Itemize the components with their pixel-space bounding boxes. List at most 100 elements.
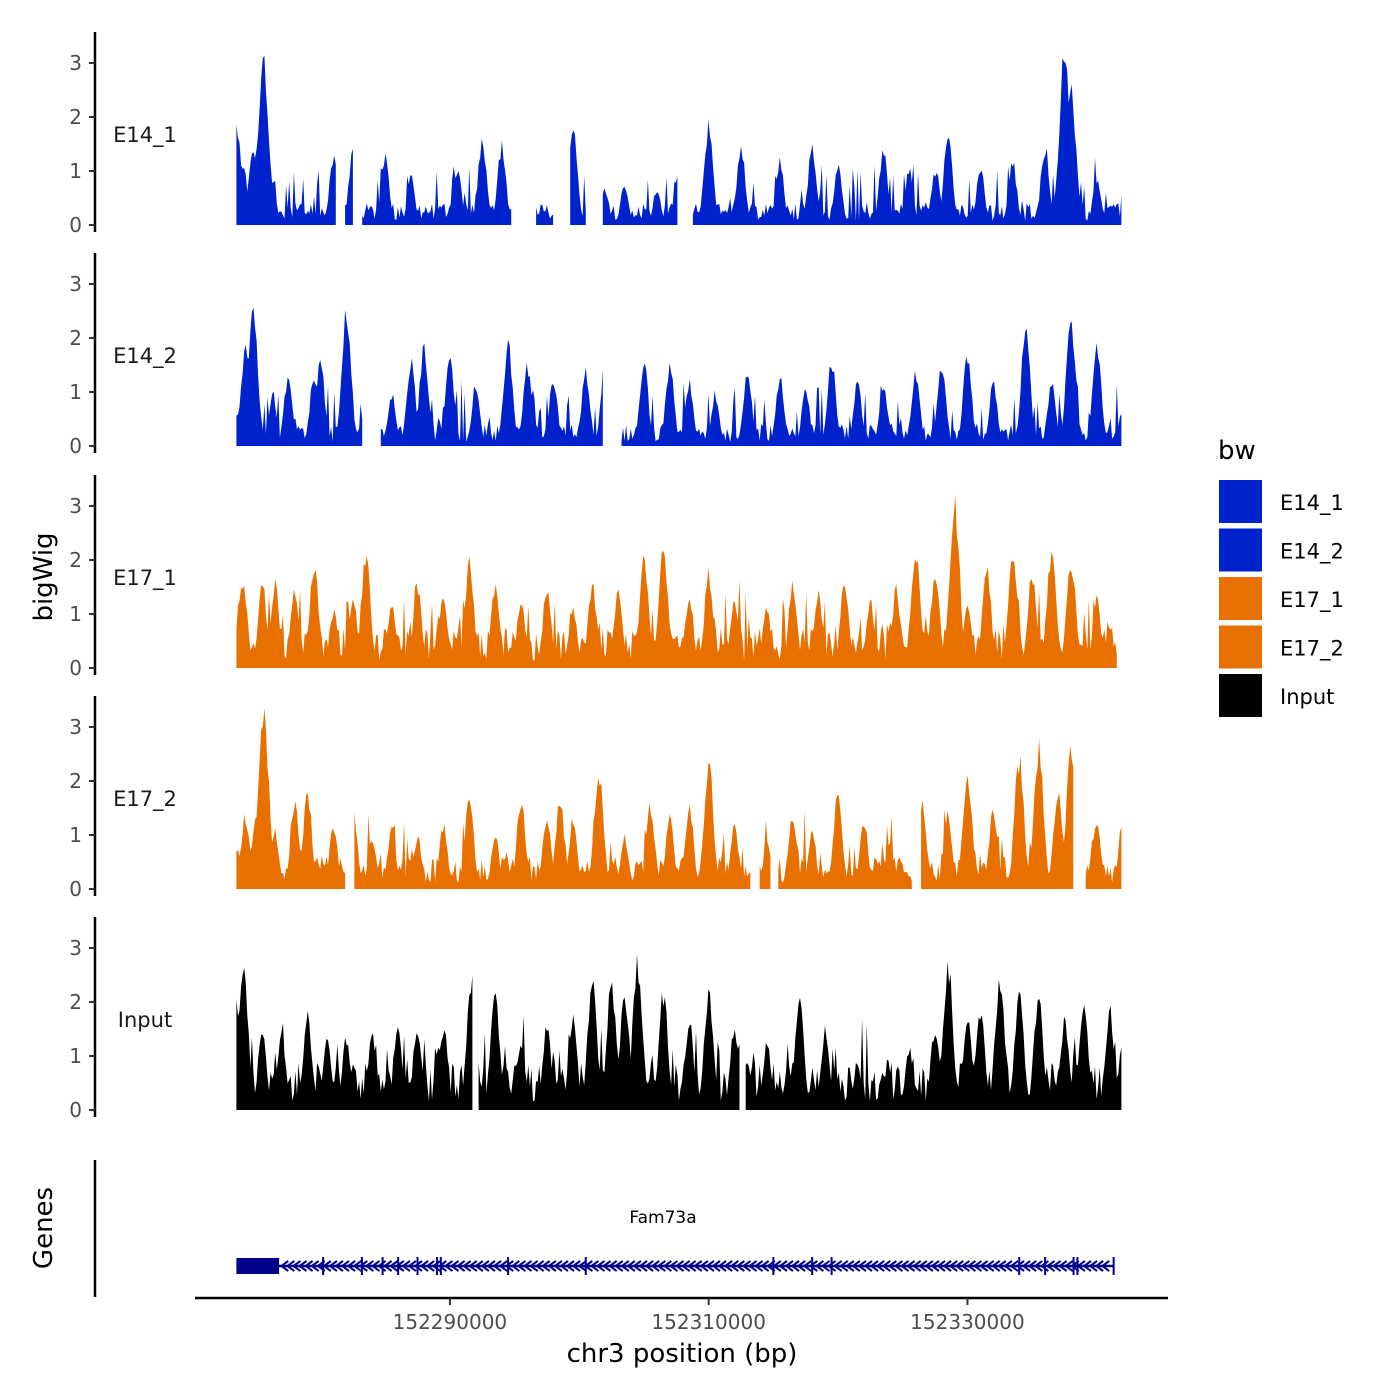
strand-arrow <box>924 1260 934 1272</box>
signal-area-segment <box>236 55 336 226</box>
signal-area-segment <box>236 708 346 889</box>
strand-arrow <box>766 1260 776 1272</box>
strand-arrow <box>316 1260 326 1272</box>
signal-area-segment <box>536 204 554 225</box>
strand-arrow <box>662 1260 672 1272</box>
x-axis: 152290000 152310000 152330000 <box>195 1296 1168 1334</box>
genes-axis-title: Genes <box>29 1187 59 1269</box>
strand-arrow <box>978 1260 989 1272</box>
track-e14-2: 0 1 2 3 E14_2 <box>69 253 1122 458</box>
y-tick-label: 2 <box>69 326 82 350</box>
y-tick-label: 0 <box>69 1098 82 1122</box>
y-tick-label: 0 <box>69 877 82 901</box>
strand-arrow <box>376 1260 387 1272</box>
track-label: E14_2 <box>113 344 177 369</box>
strand-arrow <box>832 1260 843 1272</box>
strand-arrow <box>778 1260 788 1272</box>
x-tick-label: 152310000 <box>651 1310 766 1334</box>
strand-arrow <box>370 1260 381 1272</box>
strand-arrow <box>297 1260 308 1272</box>
strand-arrow <box>954 1260 964 1272</box>
legend-swatch <box>1219 577 1262 620</box>
y-tick-label: 3 <box>69 494 82 518</box>
strand-arrow <box>498 1260 508 1272</box>
strand-arrow <box>1094 1260 1104 1272</box>
strand-arrow <box>340 1260 350 1272</box>
strand-arrow <box>492 1260 502 1272</box>
strand-arrow <box>425 1260 435 1272</box>
strand-arrow <box>541 1260 551 1272</box>
legend-swatch <box>1219 528 1262 572</box>
signal-area-segment <box>921 738 1074 889</box>
strand-arrow <box>893 1260 904 1272</box>
track-e17-2: 0 1 2 3 E17_2 <box>69 696 1122 901</box>
strand-arrow <box>1100 1260 1110 1272</box>
strand-arrow <box>966 1260 977 1272</box>
legend: E14_1 E14_2 E17_1 E17_2 Input <box>1219 480 1344 717</box>
strand-arrow <box>984 1260 995 1272</box>
y-tick-label: 1 <box>69 602 82 626</box>
strand-arrow <box>881 1260 891 1272</box>
strand-arrow <box>723 1260 733 1272</box>
signal-area-segment <box>362 138 512 225</box>
strand-arrow <box>1057 1260 1068 1272</box>
strand-arrow <box>747 1260 758 1272</box>
strand-arrow <box>656 1260 666 1272</box>
strand-arrow <box>601 1260 612 1272</box>
signal-area-segment <box>602 176 678 225</box>
signal-area-segment <box>236 494 1117 668</box>
strand-arrow <box>808 1260 818 1272</box>
strand-arrow <box>352 1260 362 1272</box>
strand-arrow <box>650 1260 660 1272</box>
strand-arrow <box>395 1260 405 1272</box>
y-tick-label: 1 <box>69 380 82 404</box>
strand-arrow <box>364 1260 374 1272</box>
strand-arrow <box>346 1260 356 1272</box>
strand-arrow <box>358 1260 368 1272</box>
strand-arrow <box>960 1260 970 1272</box>
signal-area-segment <box>759 820 771 889</box>
strand-arrow <box>930 1260 940 1272</box>
strand-arrow <box>285 1260 295 1272</box>
signal-area-segment <box>380 339 603 446</box>
strand-arrow <box>942 1260 952 1272</box>
strand-arrow <box>334 1260 344 1272</box>
strand-arrow <box>419 1260 429 1272</box>
gene-label: Fam73a <box>629 1208 696 1228</box>
strand-arrow <box>571 1260 581 1272</box>
strand-arrow <box>790 1260 800 1272</box>
strand-arrow <box>522 1260 533 1272</box>
y-tick-label: 1 <box>69 1044 82 1068</box>
strand-arrow <box>407 1260 417 1272</box>
strand-arrow <box>1021 1260 1031 1272</box>
strand-arrow <box>918 1260 928 1272</box>
strand-arrow <box>741 1260 752 1272</box>
strand-arrow <box>1051 1260 1062 1272</box>
signal-area-segment <box>345 148 353 225</box>
strand-arrow <box>936 1260 946 1272</box>
y-tick-label: 2 <box>69 990 82 1014</box>
strand-arrow <box>620 1260 630 1272</box>
track-label: E17_2 <box>113 787 177 812</box>
legend-label: E14_1 <box>1280 491 1344 516</box>
signal-area-segment <box>236 967 473 1110</box>
x-axis-title: chr3 position (bp) <box>567 1339 798 1369</box>
strand-arrow <box>875 1260 885 1272</box>
track-e17-1: 0 1 2 3 E17_1 <box>69 475 1117 680</box>
y-tick-label: 3 <box>69 936 82 960</box>
legend-label: Input <box>1280 685 1334 709</box>
strand-arrow <box>413 1260 423 1272</box>
y-axis-title: bigWig <box>29 532 59 621</box>
strand-arrow <box>869 1260 879 1272</box>
strand-arrow <box>674 1260 685 1272</box>
strand-arrow <box>699 1260 709 1272</box>
strand-arrow <box>814 1260 825 1272</box>
signal-area-segment <box>1085 825 1122 889</box>
y-tick-label: 3 <box>69 51 82 75</box>
x-tick-label: 152330000 <box>910 1310 1025 1334</box>
strand-arrow <box>607 1260 618 1272</box>
strand-arrow <box>796 1260 806 1272</box>
y-tick-label: 0 <box>69 656 82 680</box>
signal-area-segment <box>692 58 1122 225</box>
strand-arrow <box>547 1260 557 1272</box>
